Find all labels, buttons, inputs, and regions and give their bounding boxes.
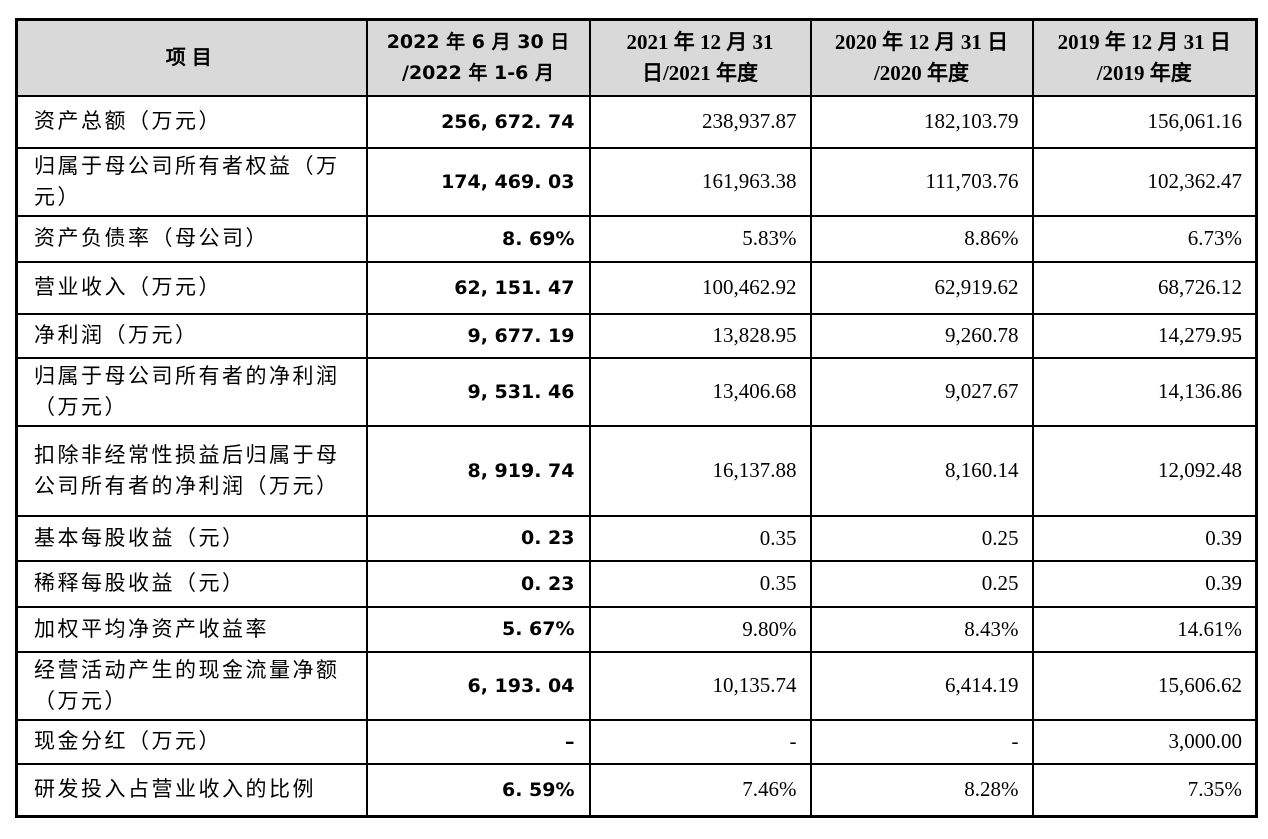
- table-row: 资产总额（万元） 256, 672. 74 238,937.87 182,103…: [15, 94, 1258, 149]
- header-period-2022-line2: /2022 年 1-6 月: [402, 61, 554, 84]
- cell-2021: 10,135.74: [588, 650, 812, 721]
- financial-indicators-table: 项目 2022 年 6 月 30 日 /2022 年 1-6 月 2021 年 …: [15, 18, 1258, 818]
- cell-2019: 3,000.00: [1031, 718, 1258, 765]
- cell-2021: 16,137.88: [588, 424, 812, 517]
- header-period-2019-line1: 2019 年 12 月 31 日: [1057, 29, 1231, 54]
- table-row: 资产负债率（母公司） 8. 69% 5.83% 8.86% 6.73%: [15, 214, 1258, 263]
- table-row: 现金分红（万元） – - - 3,000.00: [15, 718, 1258, 765]
- cell-2022: 256, 672. 74: [365, 94, 591, 149]
- cell-2020: 9,260.78: [809, 312, 1034, 359]
- cell-2021: 13,828.95: [588, 312, 812, 359]
- header-period-2021-line2: 日/2021 年度: [641, 60, 759, 85]
- table-row: 基本每股收益（元） 0. 23 0.35 0.25 0.39: [15, 514, 1258, 562]
- header-period-2022: 2022 年 6 月 30 日 /2022 年 1-6 月: [365, 18, 591, 97]
- table-row: 净利润（万元） 9, 677. 19 13,828.95 9,260.78 14…: [15, 312, 1258, 359]
- cell-2022: 0. 23: [365, 559, 591, 608]
- header-period-2021: 2021 年 12 月 31 日/2021 年度: [588, 18, 812, 97]
- cell-2022: 8, 919. 74: [365, 424, 591, 517]
- row-label: 净利润（万元）: [15, 312, 368, 359]
- header-period-2020: 2020 年 12 月 31 日 /2020 年度: [809, 18, 1034, 97]
- row-label: 资产负债率（母公司）: [15, 214, 368, 263]
- header-period-2020-line1: 2020 年 12 月 31 日: [834, 29, 1009, 54]
- row-label: 稀释每股收益（元）: [15, 559, 368, 608]
- cell-2022: 9, 677. 19: [365, 312, 591, 359]
- cell-2021: 0.35: [588, 514, 812, 562]
- cell-2019: 7.35%: [1031, 762, 1258, 818]
- cell-2019: 68,726.12: [1031, 260, 1258, 315]
- header-period-2022-line1: 2022 年 6 月 30 日: [386, 30, 570, 53]
- cell-2022: 6, 193. 04: [365, 650, 591, 721]
- cell-2019: 15,606.62: [1031, 650, 1258, 721]
- cell-2020: 8.86%: [809, 214, 1034, 263]
- table-row: 归属于母公司所有者的净利润（万元） 9, 531. 46 13,406.68 9…: [15, 356, 1258, 427]
- cell-2020: 6,414.19: [809, 650, 1034, 721]
- table-row: 营业收入（万元） 62, 151. 47 100,462.92 62,919.6…: [15, 260, 1258, 315]
- cell-2019: 12,092.48: [1031, 424, 1258, 517]
- cell-2021: 9.80%: [588, 605, 812, 653]
- cell-2021: -: [588, 718, 812, 765]
- header-period-2019: 2019 年 12 月 31 日 /2019 年度: [1031, 18, 1258, 97]
- table-row: 归属于母公司所有者权益（万元） 174, 469. 03 161,963.38 …: [15, 146, 1258, 217]
- cell-2020: 8,160.14: [809, 424, 1034, 517]
- header-period-2020-line2: /2020 年度: [873, 60, 970, 85]
- row-label: 现金分红（万元）: [15, 718, 368, 765]
- row-label: 扣除非经常性损益后归属于母公司所有者的净利润（万元）: [15, 424, 368, 517]
- row-label: 研发投入占营业收入的比例: [15, 762, 368, 818]
- table-header-row: 项目 2022 年 6 月 30 日 /2022 年 1-6 月 2021 年 …: [15, 18, 1258, 97]
- table-row: 扣除非经常性损益后归属于母公司所有者的净利润（万元） 8, 919. 74 16…: [15, 424, 1258, 517]
- table-row: 稀释每股收益（元） 0. 23 0.35 0.25 0.39: [15, 559, 1258, 608]
- cell-2021: 0.35: [588, 559, 812, 608]
- cell-2020: 62,919.62: [809, 260, 1034, 315]
- cell-2021: 161,963.38: [588, 146, 812, 217]
- cell-2020: 182,103.79: [809, 94, 1034, 149]
- header-item: 项目: [15, 18, 368, 97]
- cell-2022: 8. 69%: [365, 214, 591, 263]
- table-row: 加权平均净资产收益率 5. 67% 9.80% 8.43% 14.61%: [15, 605, 1258, 653]
- cell-2022: 6. 59%: [365, 762, 591, 818]
- cell-2019: 14.61%: [1031, 605, 1258, 653]
- cell-2019: 156,061.16: [1031, 94, 1258, 149]
- row-label: 归属于母公司所有者权益（万元）: [15, 146, 368, 217]
- cell-2021: 7.46%: [588, 762, 812, 818]
- cell-2022: –: [365, 718, 591, 765]
- cell-2020: 8.43%: [809, 605, 1034, 653]
- row-label: 经营活动产生的现金流量净额（万元）: [15, 650, 368, 721]
- cell-2021: 13,406.68: [588, 356, 812, 427]
- cell-2021: 100,462.92: [588, 260, 812, 315]
- row-label: 加权平均净资产收益率: [15, 605, 368, 653]
- cell-2022: 9, 531. 46: [365, 356, 591, 427]
- row-label: 基本每股收益（元）: [15, 514, 368, 562]
- header-period-2021-line1: 2021 年 12 月 31: [626, 29, 774, 54]
- header-period-2019-line2: /2019 年度: [1096, 60, 1192, 85]
- table-row: 研发投入占营业收入的比例 6. 59% 7.46% 8.28% 7.35%: [15, 762, 1258, 818]
- cell-2021: 238,937.87: [588, 94, 812, 149]
- cell-2020: -: [809, 718, 1034, 765]
- table-row: 经营活动产生的现金流量净额（万元） 6, 193. 04 10,135.74 6…: [15, 650, 1258, 721]
- cell-2019: 102,362.47: [1031, 146, 1258, 217]
- cell-2019: 6.73%: [1031, 214, 1258, 263]
- cell-2022: 174, 469. 03: [365, 146, 591, 217]
- cell-2020: 0.25: [809, 559, 1034, 608]
- cell-2019: 0.39: [1031, 514, 1258, 562]
- cell-2020: 0.25: [809, 514, 1034, 562]
- row-label: 归属于母公司所有者的净利润（万元）: [15, 356, 368, 427]
- cell-2020: 8.28%: [809, 762, 1034, 818]
- cell-2020: 9,027.67: [809, 356, 1034, 427]
- cell-2022: 62, 151. 47: [365, 260, 591, 315]
- row-label: 资产总额（万元）: [15, 94, 368, 149]
- row-label: 营业收入（万元）: [15, 260, 368, 315]
- cell-2019: 0.39: [1031, 559, 1258, 608]
- cell-2020: 111,703.76: [809, 146, 1034, 217]
- cell-2022: 5. 67%: [365, 605, 591, 653]
- cell-2021: 5.83%: [588, 214, 812, 263]
- cell-2022: 0. 23: [365, 514, 591, 562]
- cell-2019: 14,136.86: [1031, 356, 1258, 427]
- cell-2019: 14,279.95: [1031, 312, 1258, 359]
